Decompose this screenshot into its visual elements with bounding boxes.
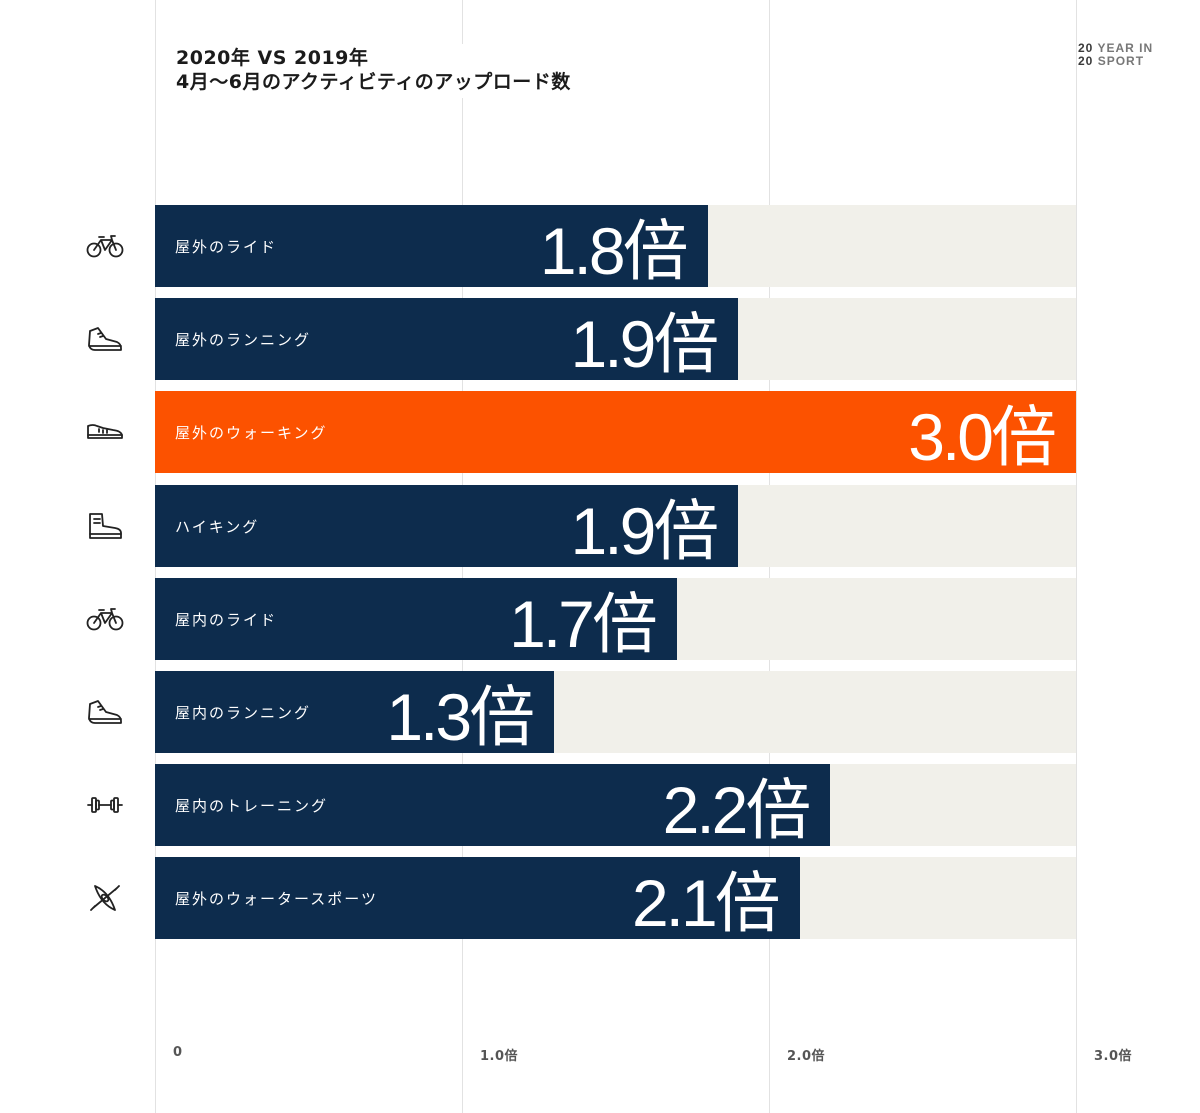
bar-value-label: 1.8倍 (539, 214, 689, 288)
bar-category-label: 屋内のランニング (175, 703, 312, 722)
bar-category-label: 屋内のライド (175, 610, 278, 629)
brand-text-2: SPORT (1097, 54, 1145, 68)
brand-number-2: 20 (1078, 54, 1094, 68)
bar-value-label: 1.7倍 (509, 587, 658, 661)
bar-row: 屋内のライド 1.7倍 (155, 578, 1076, 661)
bar-row: 屋外のライド 1.8倍 (155, 205, 1076, 288)
bar-value-label: 1.9倍 (570, 307, 720, 381)
bar-category-label: ハイキング (175, 517, 260, 536)
bar-value-label: 3.0倍 (908, 400, 1057, 474)
bike-icon (84, 578, 126, 660)
kayak-icon (84, 857, 126, 939)
walking-shoe-icon (84, 391, 126, 473)
gridline-3 (1076, 0, 1077, 1113)
chart-title-line1: 2020年 VS 2019年 (176, 47, 369, 69)
bar-row: 屋外のウォーキング 3.0倍 (155, 391, 1076, 474)
brand-logo: 20 YEAR IN 20 SPORT (1078, 42, 1153, 68)
bar-category-label: 屋外のライド (175, 237, 278, 256)
bar-row: 屋外のランニング 1.9倍 (155, 298, 1076, 381)
chart-title: 2020年 VS 2019年 4月～6月のアクティビティのアップロード数 (174, 44, 579, 98)
bar (155, 578, 677, 660)
hiking-boot-icon (84, 485, 126, 567)
running-shoe-icon (84, 671, 126, 753)
bar (155, 391, 1076, 473)
bike-icon (84, 205, 126, 287)
running-shoe-icon (84, 298, 126, 380)
bar-row: 屋内のトレーニング 2.2倍 (155, 764, 1076, 847)
x-tick-label: 2.0倍 (787, 1049, 826, 1064)
brand-number-1: 20 (1078, 41, 1094, 55)
x-tick-label: 0 (173, 1045, 183, 1060)
bar (155, 205, 708, 287)
bar-row: 屋外のウォータースポーツ 2.1倍 (155, 857, 1076, 940)
chart-title-line2: 4月～6月のアクティビティのアップロード数 (176, 71, 571, 93)
brand-text-1: YEAR IN (1097, 41, 1154, 55)
bar-value-label: 1.9倍 (570, 494, 720, 568)
bar-value-label: 2.1倍 (631, 866, 781, 940)
dumbbell-icon (84, 764, 126, 846)
bar (155, 857, 800, 939)
bar-category-label: 屋外のウォーキング (175, 423, 328, 442)
x-tick-label: 3.0倍 (1094, 1049, 1133, 1064)
bar (155, 671, 555, 753)
bar-value-label: 2.2倍 (662, 773, 812, 847)
bar (155, 764, 831, 846)
bar-category-label: 屋内のトレーニング (175, 796, 329, 815)
x-tick-label: 1.0倍 (480, 1049, 519, 1064)
bar (155, 485, 739, 567)
bar-row: ハイキング 1.9倍 (155, 485, 1076, 568)
bar-category-label: 屋外のランニング (175, 330, 312, 349)
bar-category-label: 屋外のウォータースポーツ (175, 889, 378, 908)
bar-value-label: 1.3倍 (386, 680, 535, 754)
bar (155, 298, 739, 380)
bar-row: 屋内のランニング 1.3倍 (155, 671, 1076, 754)
